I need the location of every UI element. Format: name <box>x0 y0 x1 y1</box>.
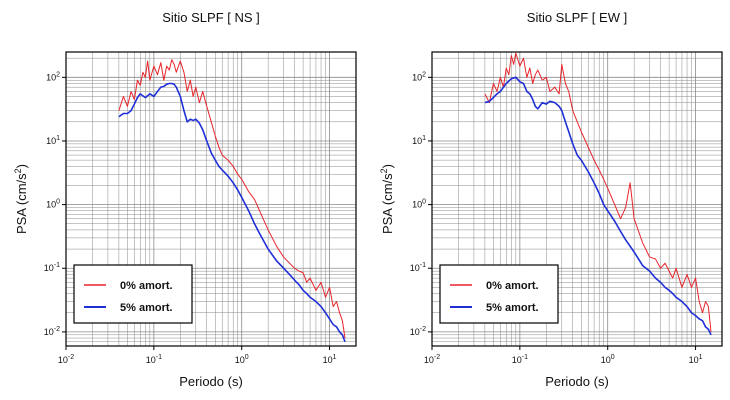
series-line-red <box>484 52 712 332</box>
plot-frame <box>65 51 357 347</box>
x-tick-label: 10-2 <box>424 354 440 365</box>
x-tick-label: 10-2 <box>58 354 74 365</box>
series-line-blue <box>118 82 346 343</box>
legend: 0% amort. 5% amort. <box>73 264 193 324</box>
y-tick-label: 101 <box>412 135 426 146</box>
series-line-blue <box>484 76 712 336</box>
chart-title: Sitio SLPF [ EW ] <box>527 10 627 25</box>
chart-panel-1: 10-2 10-1 100 101 10-2 10-1 100 101 102 Sitio SLP… <box>13 10 357 389</box>
legend-box <box>439 264 559 324</box>
legend-label: 0% amort. <box>120 280 173 292</box>
chart-panel-2: 10-2 10-1 100 101 10-2 10-1 100 101 102 Sitio SLP… <box>379 10 723 389</box>
y-tick-label: 10-1 <box>44 262 60 273</box>
y-tick-label: 100 <box>412 199 426 210</box>
y-tick-label: 10-2 <box>410 326 426 337</box>
grid <box>65 52 357 347</box>
x-tick-label: 101 <box>323 354 337 365</box>
x-axis-label: Periodo (s) <box>179 374 243 389</box>
x-tick-label: 10-1 <box>512 354 528 365</box>
legend-label: 0% amort. <box>486 280 539 292</box>
legend-box <box>73 264 193 324</box>
y-tick-label: 10-2 <box>44 326 60 337</box>
y-axis-label: PSA (cm/s2) <box>13 164 29 234</box>
chart-title: Sitio SLPF [ NS ] <box>162 10 260 25</box>
y-tick-label: 100 <box>46 199 60 210</box>
x-axis-label: Periodo (s) <box>545 374 609 389</box>
plot-frame <box>431 51 723 347</box>
y-tick-label: 10-1 <box>410 262 426 273</box>
y-tick-label: 102 <box>412 71 426 82</box>
x-tick-label: 100 <box>235 354 249 365</box>
x-tick-label: 101 <box>689 354 703 365</box>
y-axis-label: PSA (cm/s2) <box>379 164 395 234</box>
x-tick-label: 10-1 <box>146 354 162 365</box>
series-line-red <box>118 59 346 339</box>
legend: 0% amort. 5% amort. <box>439 264 559 324</box>
legend-label: 5% amort. <box>486 302 539 314</box>
y-tick-label: 101 <box>46 135 60 146</box>
y-tick-label: 102 <box>46 71 60 82</box>
x-tick-label: 100 <box>601 354 615 365</box>
legend-label: 5% amort. <box>120 302 173 314</box>
